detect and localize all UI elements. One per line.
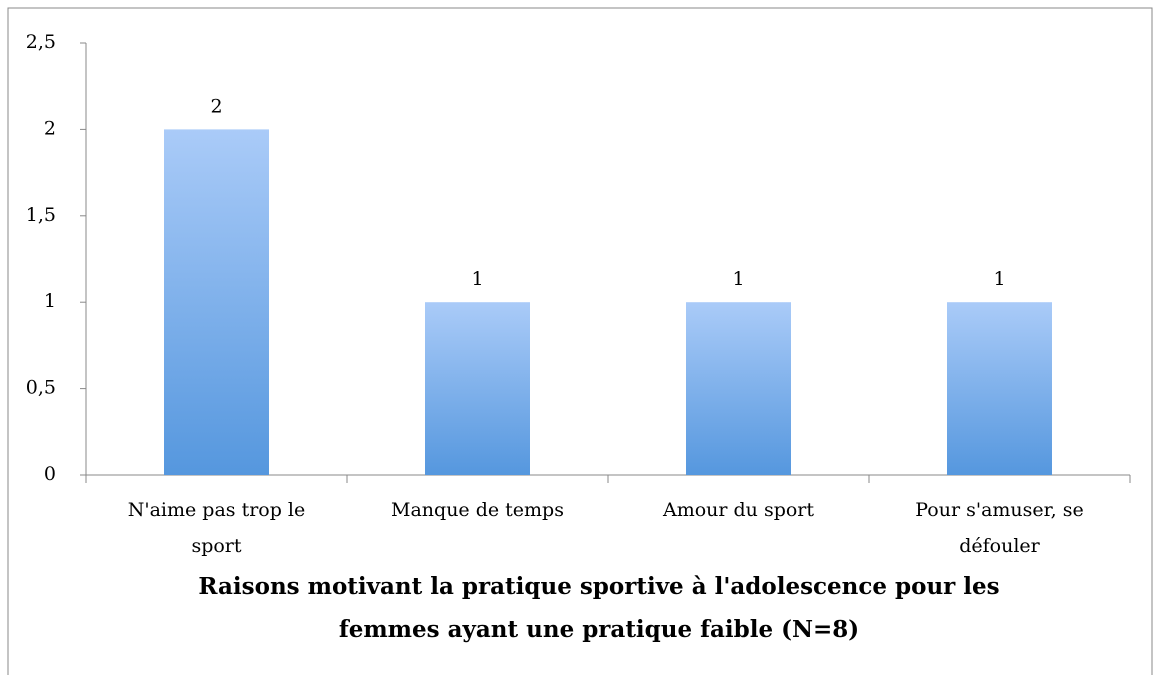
bar (686, 302, 791, 475)
chart-frame (7, 7, 1153, 675)
chart-title: Raisons motivant la pratique sportive à … (198, 573, 1000, 643)
y-tick-label: 2,5 (26, 31, 56, 53)
y-tick-label: 1 (44, 290, 56, 312)
y-tick-label: 0,5 (26, 377, 56, 399)
y-tick-label: 1,5 (26, 204, 56, 226)
y-tick-label: 2 (44, 117, 56, 139)
data-label: 2 (210, 95, 222, 117)
data-label: 1 (732, 268, 744, 290)
x-tick-label: N'aime pas trop le sport (127, 499, 306, 557)
bar (425, 302, 530, 475)
x-tick-label: Amour du sport (662, 499, 815, 521)
bar (947, 302, 1052, 475)
data-label: 1 (471, 268, 483, 290)
x-tick-label: Manque de temps (391, 499, 564, 521)
x-tick-label: Pour s'amuser, se défouler (915, 499, 1084, 557)
data-label: 1 (993, 268, 1005, 290)
y-tick-label: 0 (44, 463, 56, 485)
bar (164, 129, 269, 475)
